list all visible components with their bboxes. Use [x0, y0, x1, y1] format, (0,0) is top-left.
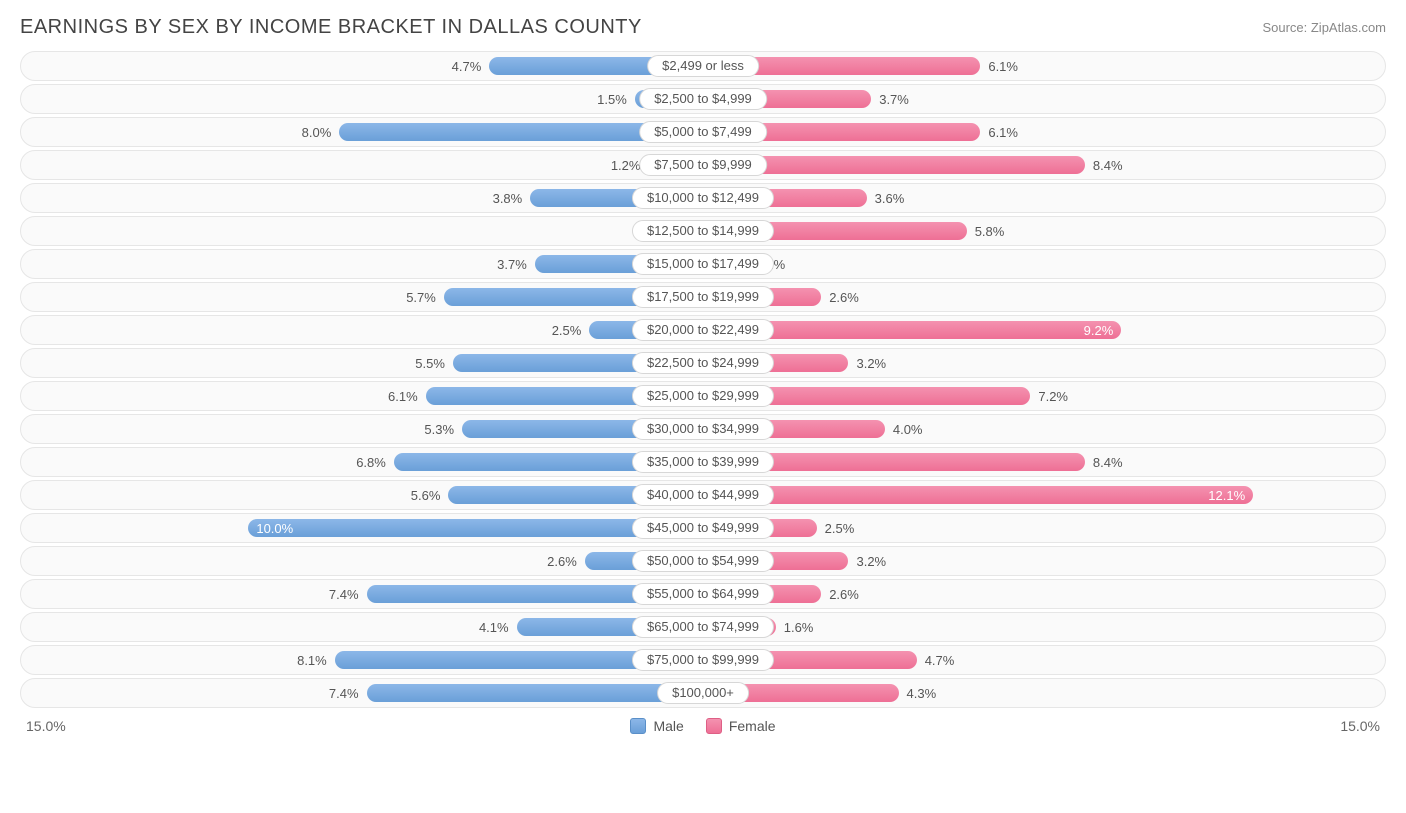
chart-row: 5.5% 3.2% $22,500 to $24,999 [20, 348, 1386, 378]
chart-row: 7.4% 4.3% $100,000+ [20, 678, 1386, 708]
female-pct: 8.4% [1085, 455, 1131, 470]
chart-row: 7.4% 2.6% $55,000 to $64,999 [20, 579, 1386, 609]
category-label: $10,000 to $12,499 [632, 187, 774, 209]
male-pct: 10.0% [248, 521, 301, 536]
category-label: $25,000 to $29,999 [632, 385, 774, 407]
category-label: $75,000 to $99,999 [632, 649, 774, 671]
male-pct: 2.5% [544, 323, 590, 338]
male-pct: 5.7% [398, 290, 444, 305]
scale-left-label: 15.0% [20, 718, 630, 734]
female-pct: 3.2% [848, 356, 894, 371]
female-pct: 4.3% [899, 686, 945, 701]
female-pct: 4.0% [885, 422, 931, 437]
legend: Male Female [630, 718, 775, 734]
male-pct: 8.0% [294, 125, 340, 140]
female-bar: 12.1% [703, 486, 1253, 504]
female-pct: 12.1% [1200, 488, 1253, 503]
male-bar [367, 684, 703, 702]
category-label: $2,500 to $4,999 [639, 88, 767, 110]
male-pct: 7.4% [321, 686, 367, 701]
chart-row: 8.0% 6.1% $5,000 to $7,499 [20, 117, 1386, 147]
category-label: $35,000 to $39,999 [632, 451, 774, 473]
female-pct: 3.6% [867, 191, 913, 206]
chart-row: 0.13%5.8%$12,500 to $14,999 [20, 216, 1386, 246]
chart-row: 1.2%8.4%$7,500 to $9,999 [20, 150, 1386, 180]
chart-row: 4.1% 1.6%$65,000 to $74,999 [20, 612, 1386, 642]
female-pct: 8.4% [1085, 158, 1131, 173]
category-label: $7,500 to $9,999 [639, 154, 767, 176]
category-label: $50,000 to $54,999 [632, 550, 774, 572]
chart-row: 2.5% 9.2% $20,000 to $22,499 [20, 315, 1386, 345]
female-pct: 2.6% [821, 290, 867, 305]
chart-row: 5.6% 12.1% $40,000 to $44,999 [20, 480, 1386, 510]
chart-row: 5.7% 2.6% $17,500 to $19,999 [20, 282, 1386, 312]
category-label: $40,000 to $44,999 [632, 484, 774, 506]
chart-row: 10.0% 2.5% $45,000 to $49,999 [20, 513, 1386, 543]
female-swatch-icon [706, 718, 722, 734]
male-pct: 5.3% [416, 422, 462, 437]
female-pct: 5.8% [967, 224, 1013, 239]
category-label: $22,500 to $24,999 [632, 352, 774, 374]
chart-row: 6.1% 7.2% $25,000 to $29,999 [20, 381, 1386, 411]
female-pct: 2.5% [817, 521, 863, 536]
legend-male-label: Male [653, 718, 683, 734]
category-label: $100,000+ [657, 682, 749, 704]
female-pct: 3.7% [871, 92, 917, 107]
chart-row: 1.5% 3.7% $2,500 to $4,999 [20, 84, 1386, 114]
category-label: $17,500 to $19,999 [632, 286, 774, 308]
male-swatch-icon [630, 718, 646, 734]
male-pct: 1.5% [589, 92, 635, 107]
male-pct: 4.1% [471, 620, 517, 635]
chart-title: EARNINGS BY SEX BY INCOME BRACKET IN DAL… [20, 16, 642, 39]
female-pct: 9.2% [1076, 323, 1122, 338]
female-pct: 1.6% [776, 620, 822, 635]
category-label: $15,000 to $17,499 [632, 253, 774, 275]
category-label: $5,000 to $7,499 [639, 121, 767, 143]
legend-female-label: Female [729, 718, 776, 734]
male-pct: 6.8% [348, 455, 394, 470]
category-label: $45,000 to $49,999 [632, 517, 774, 539]
male-pct: 3.8% [485, 191, 531, 206]
male-pct: 7.4% [321, 587, 367, 602]
legend-female: Female [706, 718, 776, 734]
chart-row: 3.8% 3.6% $10,000 to $12,499 [20, 183, 1386, 213]
chart-row: 5.3% 4.0% $30,000 to $34,999 [20, 414, 1386, 444]
female-pct: 6.1% [980, 125, 1026, 140]
category-label: $30,000 to $34,999 [632, 418, 774, 440]
chart-rows: 4.7% 6.1% $2,499 or less 1.5% 3.7% $2,500 to … [20, 51, 1386, 708]
female-pct: 4.7% [917, 653, 963, 668]
chart-row: 2.6% 3.2% $50,000 to $54,999 [20, 546, 1386, 576]
legend-male: Male [630, 718, 683, 734]
chart-row: 6.8% 8.4% $35,000 to $39,999 [20, 447, 1386, 477]
chart-row: 3.7%0.82%$15,000 to $17,499 [20, 249, 1386, 279]
category-label: $55,000 to $64,999 [632, 583, 774, 605]
chart-row: 4.7% 6.1% $2,499 or less [20, 51, 1386, 81]
scale-right-label: 15.0% [776, 718, 1386, 734]
category-label: $65,000 to $74,999 [632, 616, 774, 638]
male-pct: 8.1% [289, 653, 335, 668]
male-pct: 5.6% [403, 488, 449, 503]
category-label: $2,499 or less [647, 55, 759, 77]
category-label: $20,000 to $22,499 [632, 319, 774, 341]
female-pct: 6.1% [980, 59, 1026, 74]
female-pct: 2.6% [821, 587, 867, 602]
male-pct: 6.1% [380, 389, 426, 404]
chart-row: 8.1% 4.7% $75,000 to $99,999 [20, 645, 1386, 675]
female-pct: 3.2% [848, 554, 894, 569]
category-label: $12,500 to $14,999 [632, 220, 774, 242]
male-pct: 5.5% [407, 356, 453, 371]
male-pct: 4.7% [444, 59, 490, 74]
male-pct: 2.6% [539, 554, 585, 569]
female-pct: 7.2% [1030, 389, 1076, 404]
source-attribution: Source: ZipAtlas.com [1262, 20, 1386, 35]
male-pct: 3.7% [489, 257, 535, 272]
